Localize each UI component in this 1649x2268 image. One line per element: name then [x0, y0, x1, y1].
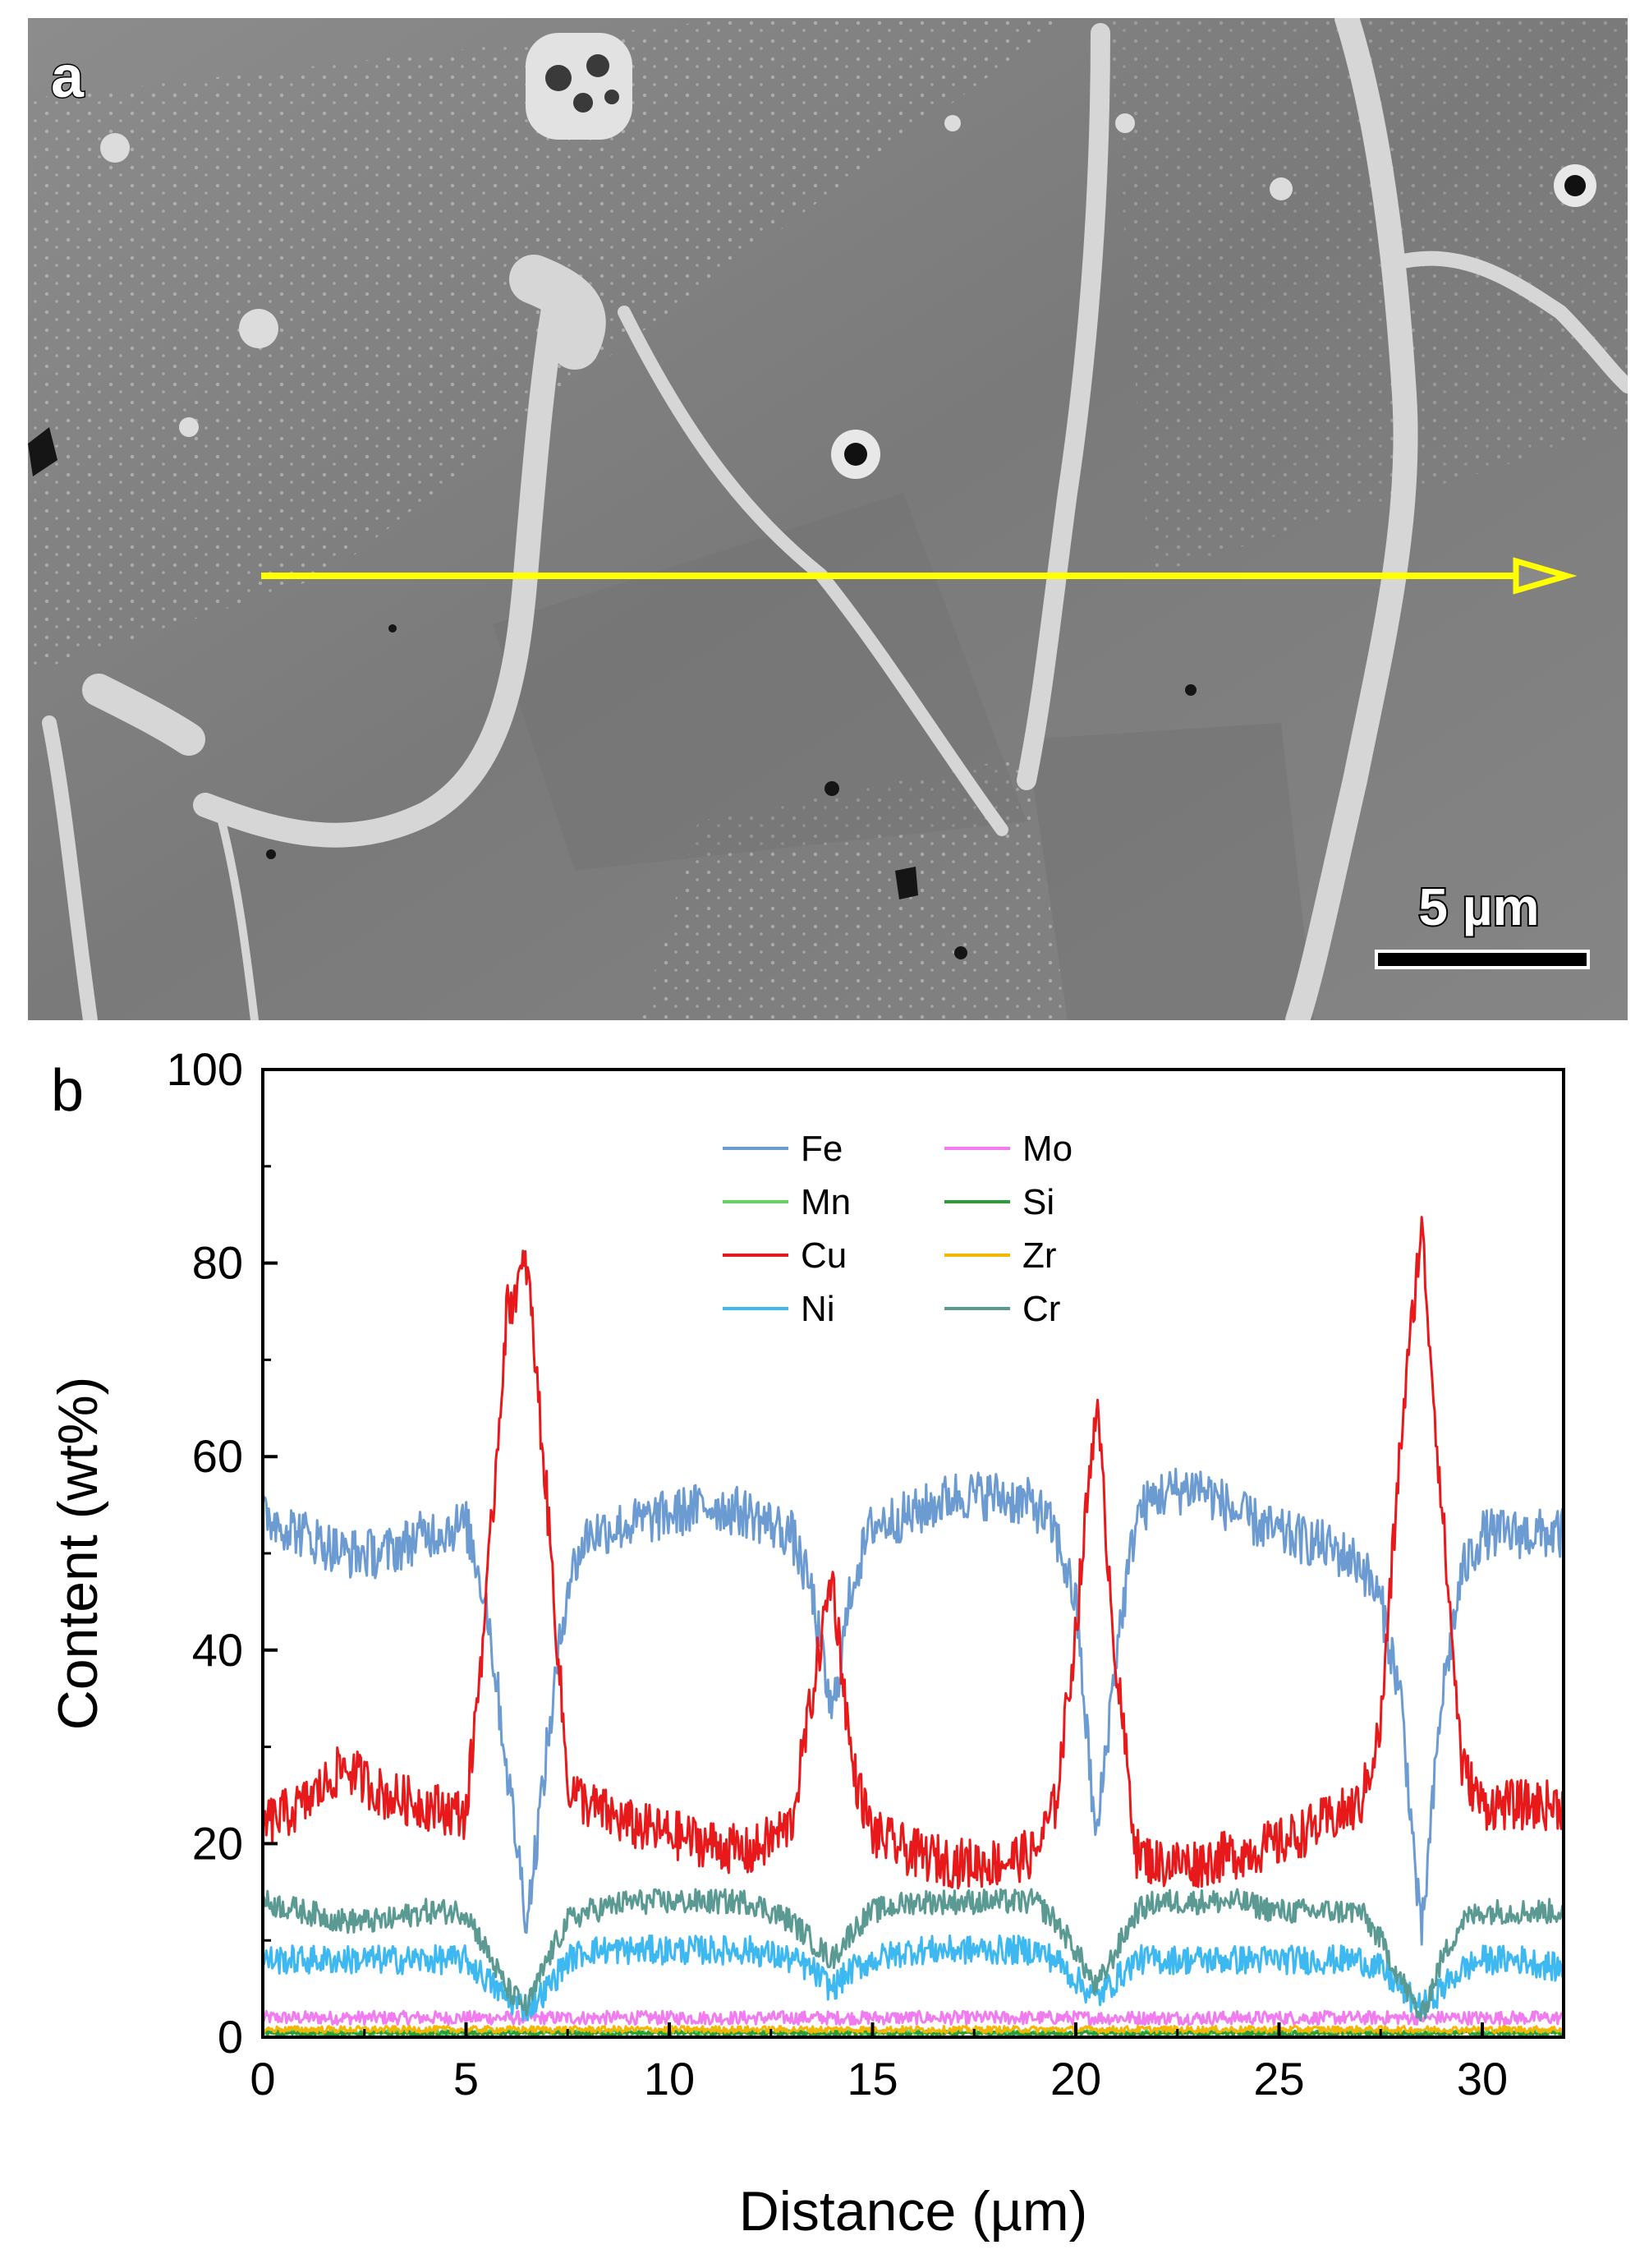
series-line-cu	[263, 1216, 1564, 1890]
x-tick-label-20: 20	[1050, 2053, 1101, 2105]
series-line-ni	[263, 1934, 1564, 2022]
x-tick-label-15: 15	[847, 2053, 898, 2105]
legend-label-mn: Mn	[801, 1182, 851, 1222]
x-tick-label-0: 0	[250, 2053, 275, 2105]
legend-label-mo: Mo	[1022, 1129, 1073, 1169]
legend-item-mn: Mn	[723, 1182, 851, 1222]
scale-bar-label: 5 µm	[1418, 877, 1539, 936]
y-tick-label-40: 40	[192, 1624, 243, 1676]
y-tick-label-80: 80	[192, 1237, 243, 1289]
x-axis-title: Distance (µm)	[739, 2180, 1088, 2243]
x-tick-label-10: 10	[644, 2053, 695, 2105]
legend-item-cu: Cu	[723, 1235, 847, 1276]
sem-micrograph: 5 µm	[28, 18, 1628, 1020]
line-scan-chart: 0 5 10 15 20 25 30 0 20 40 60 80 100 Distance (µm) C…	[47, 1043, 1565, 2243]
legend-label-fe: Fe	[801, 1129, 843, 1169]
legend-item-zr: Zr	[944, 1235, 1057, 1276]
panel-a-label: a	[51, 44, 85, 110]
linescan-arrow	[261, 557, 1578, 595]
legend-label-zr: Zr	[1022, 1235, 1057, 1276]
legend-label-cu: Cu	[801, 1235, 847, 1276]
x-tick-label-30: 30	[1457, 2053, 1508, 2105]
y-axis-title: Content (wt%)	[47, 1377, 109, 1731]
legend-item-si: Si	[944, 1182, 1054, 1222]
legend-item-fe: Fe	[723, 1129, 843, 1169]
series-layer	[263, 1216, 1564, 2037]
series-line-zr	[263, 2025, 1564, 2035]
porous-particle	[526, 33, 632, 140]
y-tick-label-100: 100	[167, 1043, 243, 1095]
y-tick-label-0: 0	[218, 2011, 243, 2063]
legend: Fe Mo Mn Si Cu Zr Ni Cr	[723, 1129, 1073, 1329]
legend-item-ni: Ni	[723, 1289, 835, 1329]
series-line-cr	[263, 1888, 1564, 2022]
legend-label-ni: Ni	[801, 1289, 835, 1329]
y-tick-label-20: 20	[192, 1817, 243, 1869]
legend-item-cr: Cr	[944, 1289, 1060, 1329]
series-line-mo	[263, 2009, 1564, 2026]
legend-item-mo: Mo	[944, 1129, 1073, 1169]
scale-bar: 5 µm	[1375, 876, 1590, 969]
axes-layer: 0 5 10 15 20 25 30 0 20 40 60 80 100	[167, 1043, 1509, 2105]
panel-b-label: b	[51, 1058, 84, 1124]
series-line-fe	[263, 1467, 1564, 1946]
x-tick-label-25: 25	[1253, 2053, 1304, 2105]
legend-label-si: Si	[1022, 1182, 1054, 1222]
y-tick-label-60: 60	[192, 1430, 243, 1482]
legend-label-cr: Cr	[1022, 1289, 1060, 1329]
plot-frame	[261, 1068, 1565, 2039]
x-tick-label-5: 5	[453, 2053, 479, 2105]
